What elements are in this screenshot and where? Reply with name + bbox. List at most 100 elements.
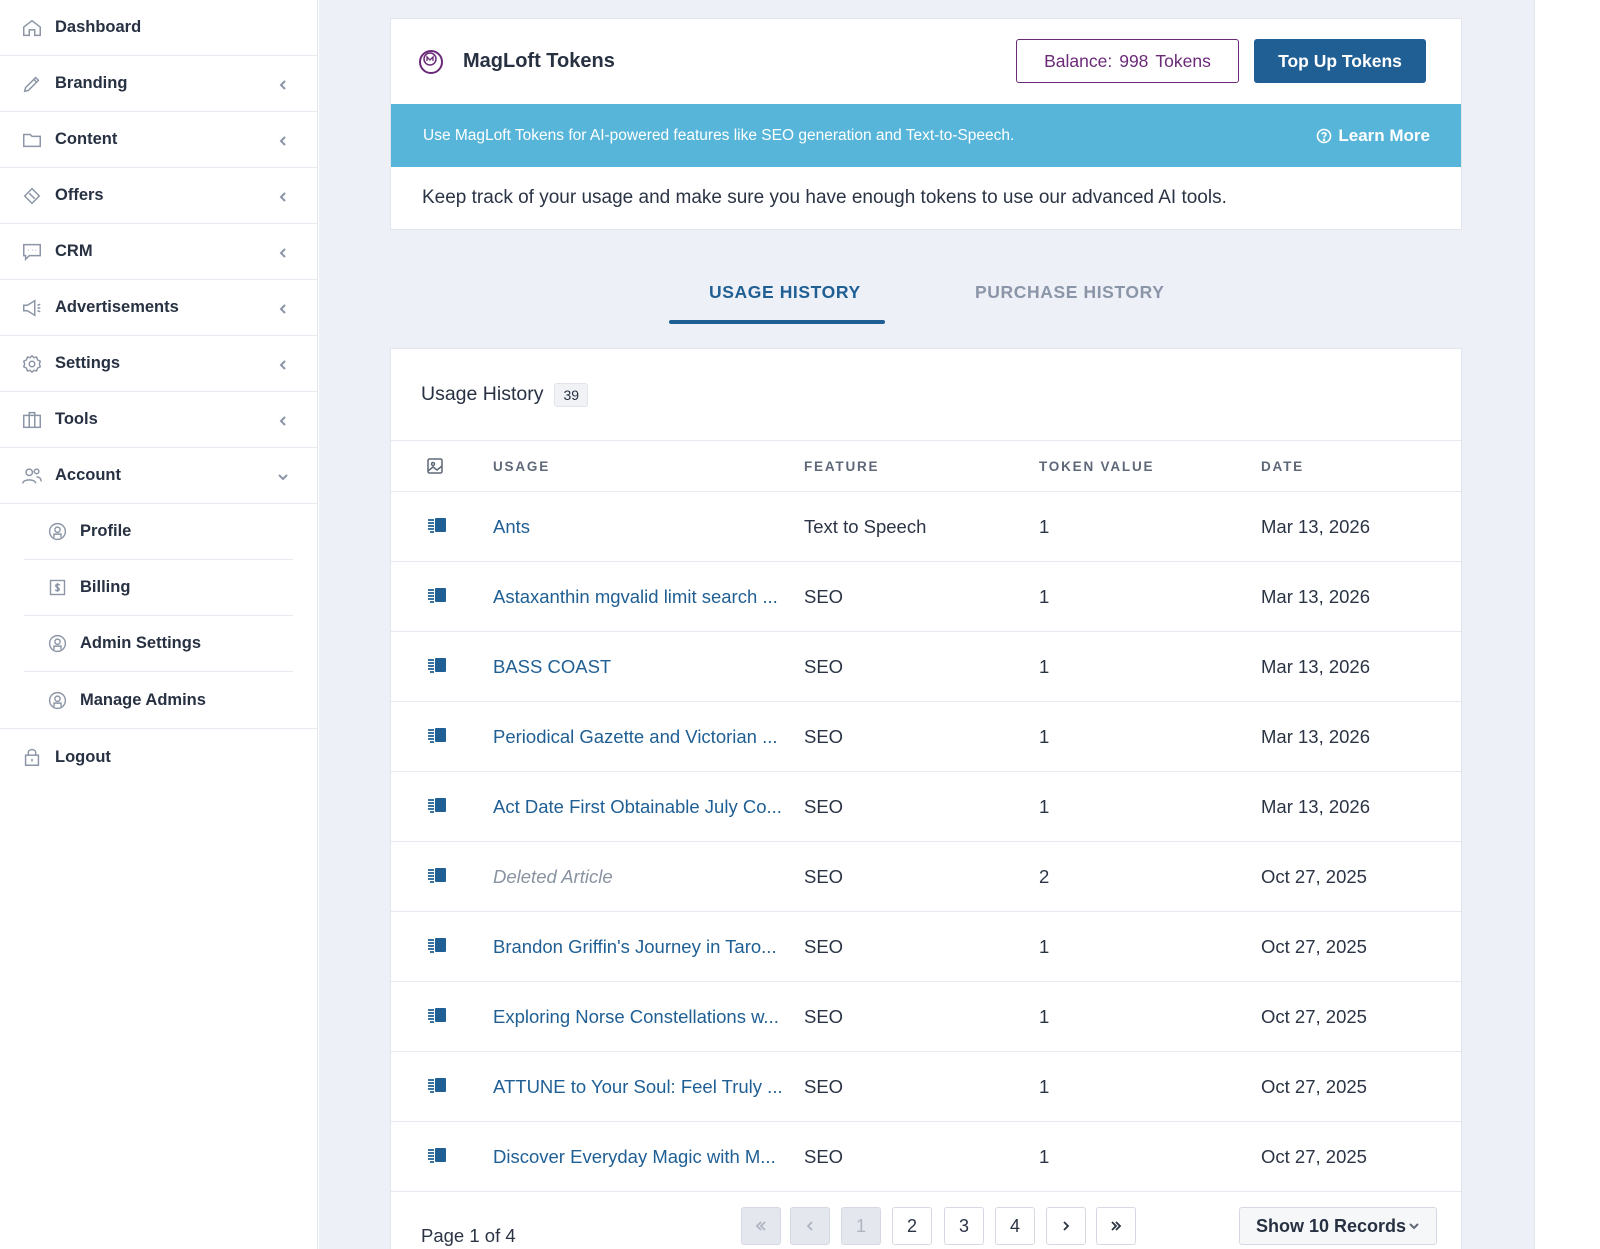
user-circle-icon — [46, 521, 68, 543]
sidebar-item-offers[interactable]: Offers — [0, 168, 317, 224]
feature-cell: SEO — [804, 726, 844, 747]
page-button-3[interactable]: 3 — [944, 1207, 984, 1245]
tag-icon — [20, 184, 44, 208]
chat-icon — [20, 240, 44, 264]
first-page-button[interactable] — [741, 1207, 781, 1245]
sidebar-item-branding[interactable]: Branding — [0, 56, 317, 112]
feature-cell: SEO — [804, 1146, 844, 1167]
usage-link[interactable]: BASS COAST — [493, 656, 612, 677]
sidebar-item-advertisements[interactable]: Advertisements — [0, 280, 317, 336]
token-value-cell: 1 — [1039, 656, 1050, 677]
sidebar-item-billing[interactable]: Billing — [24, 560, 293, 616]
sidebar-item-label: Account — [55, 466, 121, 484]
help-circle-icon — [1317, 128, 1332, 143]
sidebar-item-manage-admins[interactable]: Manage Admins — [24, 672, 293, 728]
balance-suffix: Tokens — [1155, 50, 1211, 71]
info-text: Use MagLoft Tokens for AI-powered featur… — [423, 126, 1015, 144]
chevron-right-icon — [1063, 1221, 1070, 1231]
chevrons-left-icon — [755, 1221, 766, 1231]
column-header-date[interactable]: DATE — [1261, 458, 1304, 474]
tokens-title: MagLoft Tokens — [463, 50, 615, 72]
usage-link[interactable]: Exploring Norse Constellations w... — [493, 1006, 779, 1027]
feature-cell: SEO — [804, 1076, 844, 1097]
date-cell: Mar 13, 2026 — [1261, 726, 1371, 747]
prev-page-button[interactable] — [790, 1207, 830, 1245]
sidebar-item-label: CRM — [55, 242, 93, 260]
usage-link[interactable]: Astaxanthin mgvalid limit search ... — [493, 586, 778, 607]
token-value-cell: 1 — [1039, 936, 1050, 957]
users-icon — [20, 464, 44, 488]
chevron-down-icon — [277, 470, 289, 482]
page-button-2[interactable]: 2 — [892, 1207, 932, 1245]
records-per-page-select[interactable]: Show 10 Records — [1239, 1207, 1437, 1245]
tab-usage-history[interactable]: USAGE HISTORY — [709, 282, 861, 302]
chevron-down-icon — [1409, 1223, 1419, 1230]
usage-link[interactable]: ATTUNE to Your Soul: Feel Truly ... — [493, 1076, 783, 1097]
briefcase-icon — [20, 408, 44, 432]
next-page-button[interactable] — [1046, 1207, 1086, 1245]
top-up-tokens-button[interactable]: Top Up Tokens — [1254, 39, 1426, 83]
magloft-logo-icon — [419, 49, 443, 74]
sidebar-item-settings[interactable]: Settings — [0, 336, 317, 392]
usage-link[interactable]: Brandon Griffin's Journey in Taro... — [493, 936, 777, 957]
sidebar-item-tools[interactable]: Tools — [0, 392, 317, 448]
token-value-cell: 1 — [1039, 1146, 1050, 1167]
pagination: Page 1 of 4 1 2 3 4 Show 10 Records — [391, 1183, 1463, 1249]
page-button-4[interactable]: 4 — [995, 1207, 1035, 1245]
column-header-token-value[interactable]: TOKEN VALUE — [1039, 458, 1155, 474]
article-type-icon — [428, 1148, 446, 1163]
usage-link[interactable]: Discover Everyday Magic with M... — [493, 1146, 776, 1167]
date-cell: Oct 27, 2025 — [1261, 1076, 1367, 1097]
feature-cell: SEO — [804, 1006, 844, 1027]
feature-cell: SEO — [804, 656, 844, 677]
column-header-feature[interactable]: FEATURE — [804, 458, 880, 474]
date-cell: Mar 13, 2026 — [1261, 516, 1371, 537]
date-cell: Mar 13, 2026 — [1261, 796, 1371, 817]
feature-cell: Text to Speech — [804, 516, 927, 537]
sidebar-item-admin-settings[interactable]: Admin Settings — [24, 616, 293, 672]
sidebar-item-account[interactable]: Account — [0, 448, 317, 504]
folder-icon — [20, 128, 44, 152]
article-type-icon — [428, 1008, 446, 1023]
brush-icon — [20, 72, 44, 96]
usage-history-header: Usage History 39 — [391, 349, 1461, 441]
article-type-icon — [428, 938, 446, 953]
sidebar-item-label: Dashboard — [55, 18, 142, 36]
feature-cell: SEO — [804, 796, 844, 817]
table-row: Exploring Norse Constellations w... SEO 1 O… — [391, 982, 1461, 1052]
usage-link[interactable]: Act Date First Obtainable July Co... — [493, 796, 782, 817]
date-cell: Oct 27, 2025 — [1261, 1146, 1367, 1167]
table-row: Act Date First Obtainable July Co... SEO 1… — [391, 772, 1461, 842]
article-type-icon — [428, 798, 446, 813]
chevron-left-icon — [806, 1221, 813, 1231]
chevrons-right-icon — [1111, 1221, 1122, 1231]
chevron-left-icon — [277, 190, 289, 202]
megaphone-icon — [20, 296, 44, 320]
column-header-usage[interactable]: USAGE — [493, 458, 551, 474]
usage-link[interactable]: Ants — [493, 516, 531, 537]
tab-purchase-history[interactable]: PURCHASE HISTORY — [975, 282, 1165, 302]
usage-history-card: Usage History 39 USAGE FEATURE TOKEN VAL… — [390, 348, 1462, 1249]
table-row: ATTUNE to Your Soul: Feel Truly ... SEO 1 O… — [391, 1052, 1461, 1122]
last-page-button[interactable] — [1096, 1207, 1136, 1245]
sidebar-subitem-label: Profile — [80, 522, 132, 540]
date-cell: Mar 13, 2026 — [1261, 586, 1371, 607]
info-banner: Use MagLoft Tokens for AI-powered featur… — [391, 104, 1461, 167]
sidebar-item-logout[interactable]: Logout — [0, 729, 317, 785]
table-header-row: USAGE FEATURE TOKEN VALUE DATE — [391, 441, 1461, 492]
home-icon — [20, 16, 44, 40]
sidebar-item-dashboard[interactable]: Dashboard — [0, 0, 317, 56]
page-button-1[interactable]: 1 — [841, 1207, 881, 1245]
table-row: Discover Everyday Magic with M... SEO 1 Oct… — [391, 1122, 1461, 1192]
feature-cell: SEO — [804, 866, 844, 887]
learn-more-link[interactable]: Learn More — [1316, 126, 1430, 146]
sidebar-item-profile[interactable]: Profile — [24, 504, 293, 560]
usage-link[interactable]: Periodical Gazette and Victorian ... — [493, 726, 778, 747]
sidebar-item-content[interactable]: Content — [0, 112, 317, 168]
balance-button[interactable]: Balance: 998 Tokens — [1016, 39, 1239, 83]
sidebar-item-crm[interactable]: CRM — [0, 224, 317, 280]
sidebar-subitem-label: Billing — [80, 578, 131, 596]
token-value-cell: 1 — [1039, 586, 1050, 607]
chevron-left-icon — [277, 302, 289, 314]
usage-rows: Ants Text to Speech 1 Mar 13, 2026 Astaxanth… — [391, 492, 1461, 1192]
